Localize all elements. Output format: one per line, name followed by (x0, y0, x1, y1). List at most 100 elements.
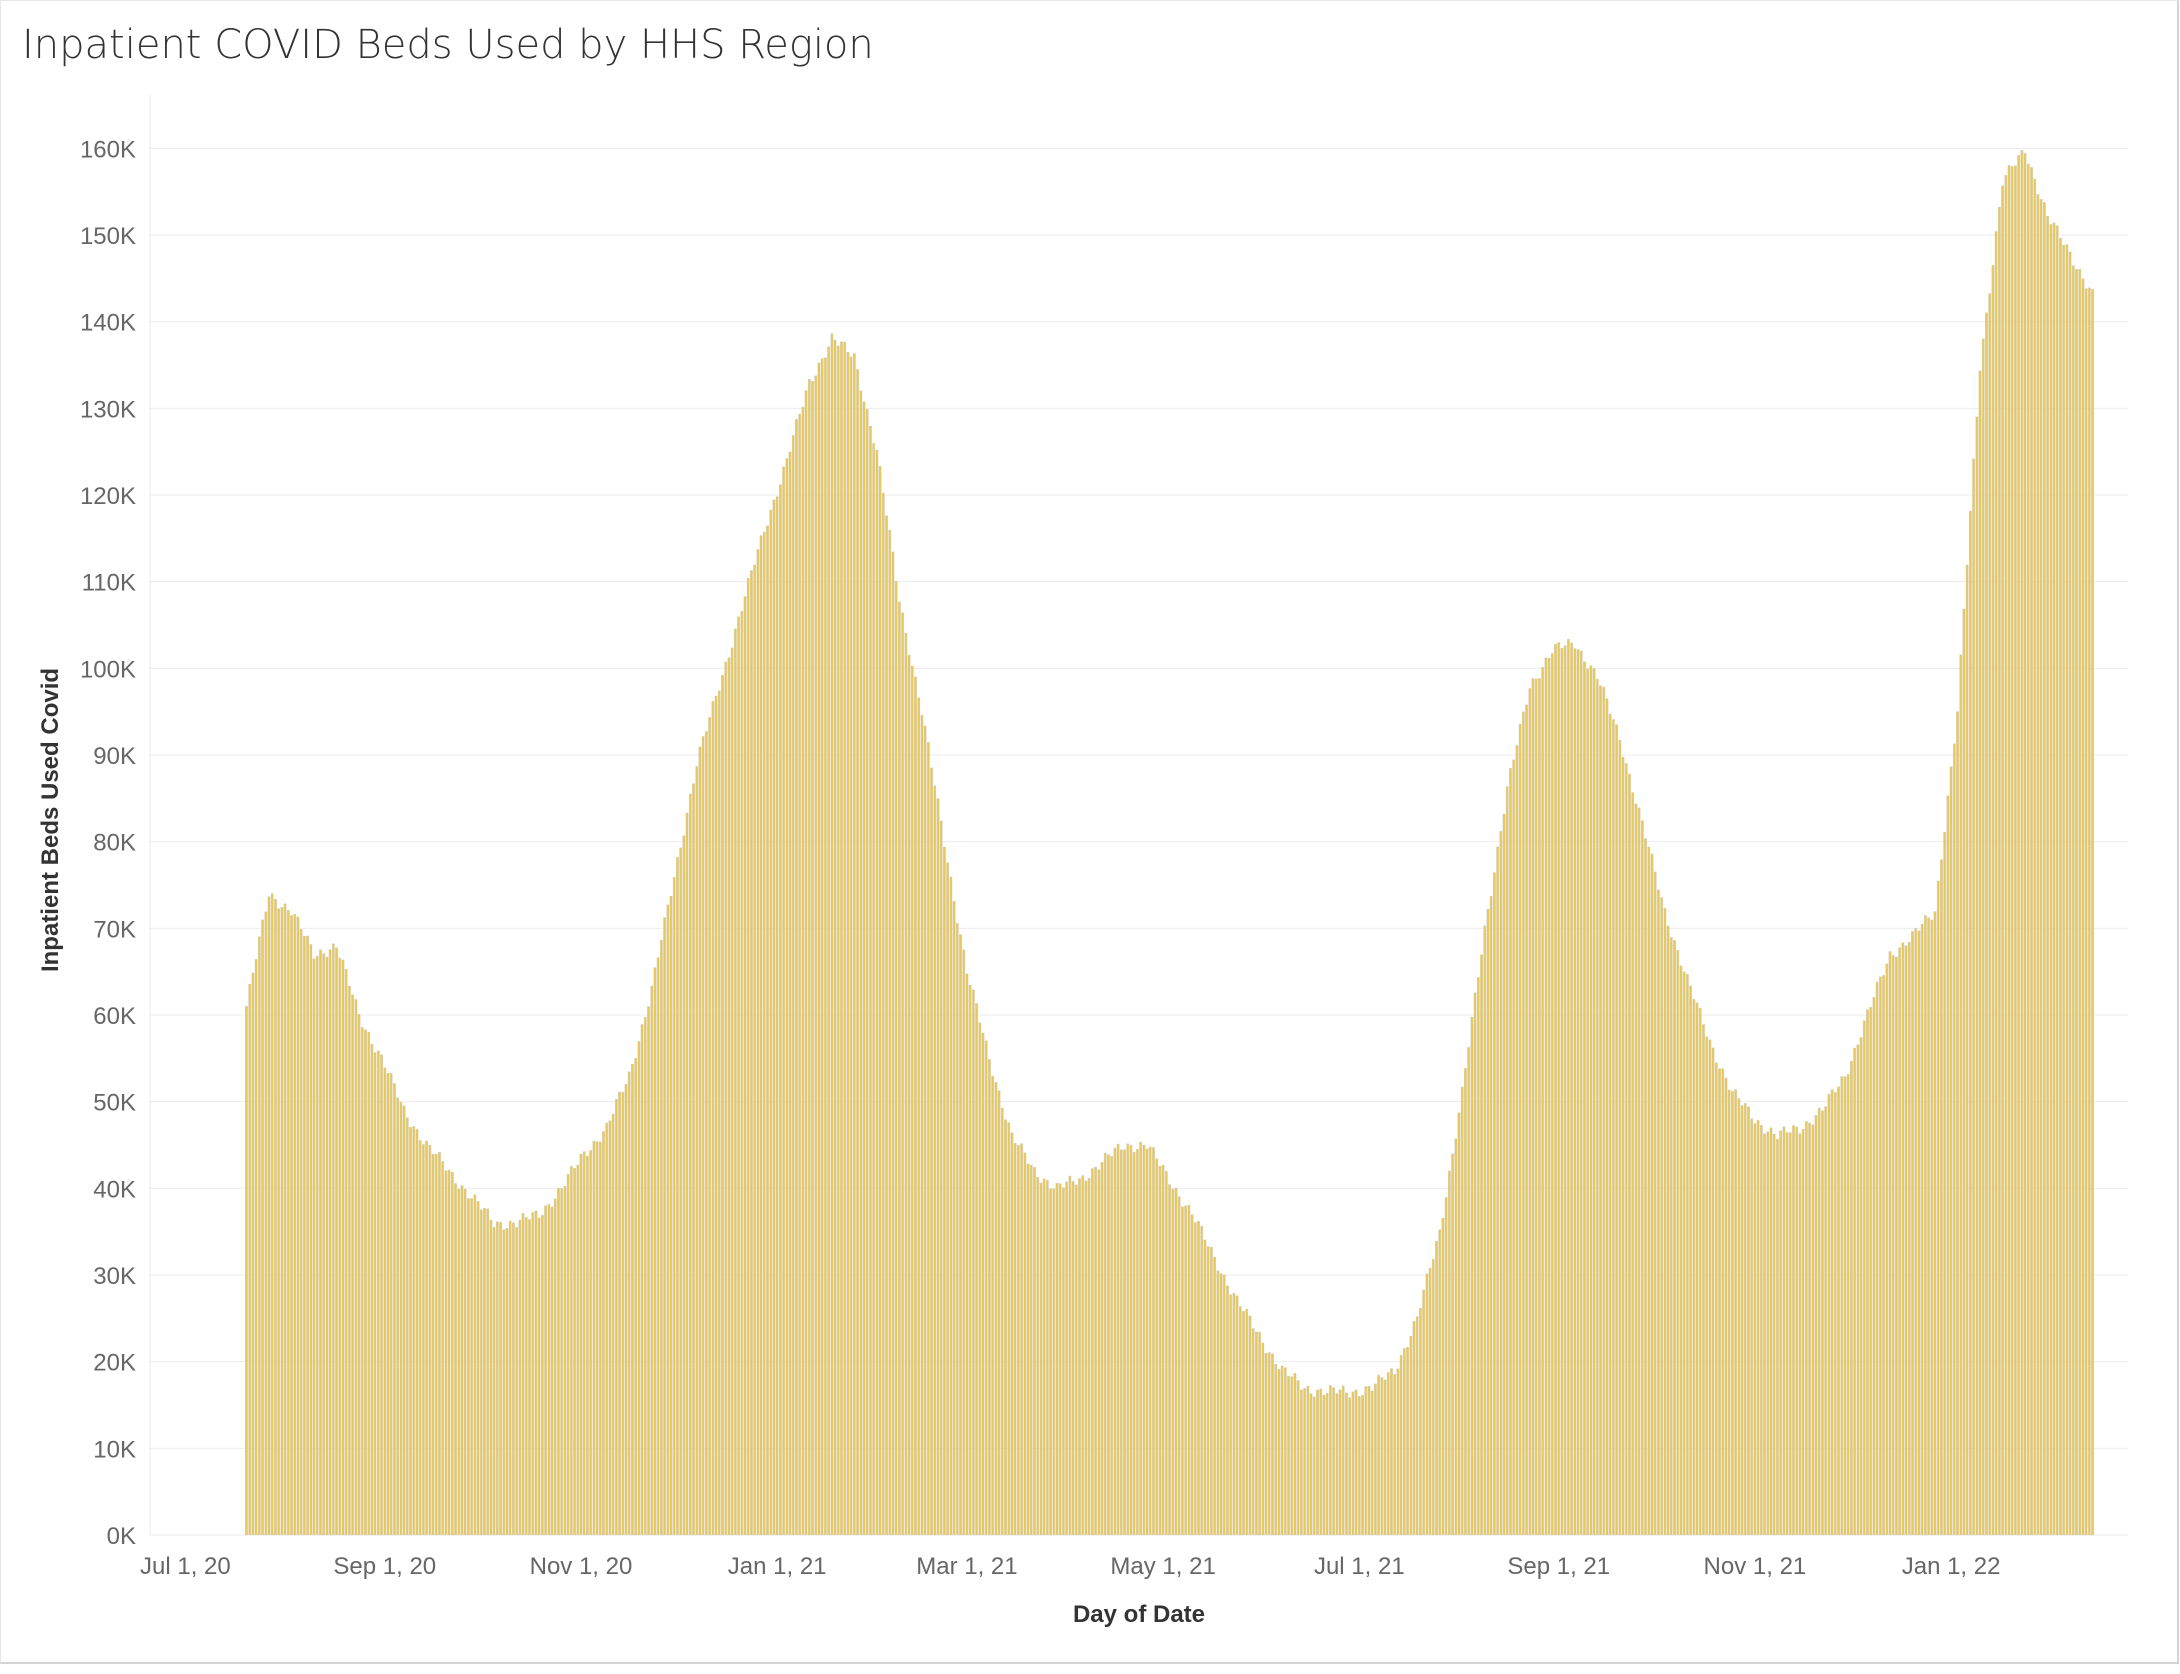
bar (1132, 1152, 1136, 1536)
bar (1563, 645, 1567, 1536)
bar (1245, 1308, 1249, 1536)
x-tick-label: May 1, 21 (1110, 1553, 1215, 1580)
bar (820, 358, 824, 1536)
bar (750, 570, 753, 1536)
bar (1798, 1133, 1802, 1536)
bar (907, 654, 911, 1536)
bar (1026, 1163, 1030, 1536)
bar (1917, 930, 1921, 1536)
bar (1164, 1171, 1168, 1536)
bar (898, 601, 901, 1536)
bar (1644, 838, 1647, 1536)
bar (1206, 1246, 1210, 1536)
bar (1576, 649, 1580, 1536)
x-tick-label: Nov 1, 20 (530, 1553, 633, 1580)
bar (1772, 1133, 1776, 1536)
bar (1850, 1060, 1853, 1536)
bar (2081, 278, 2085, 1536)
bar (1277, 1369, 1281, 1536)
bar (988, 1058, 991, 1536)
bar (705, 731, 708, 1536)
x-axis-title: Day of Date (1073, 1601, 1205, 1628)
bar (653, 967, 657, 1536)
bar (1129, 1145, 1133, 1536)
bar (412, 1126, 416, 1536)
bar (1875, 981, 1879, 1536)
bar (1232, 1293, 1236, 1536)
bar (1007, 1122, 1011, 1536)
bar (1792, 1125, 1795, 1536)
bar (1029, 1164, 1033, 1536)
bar (1374, 1383, 1377, 1536)
bar (769, 509, 773, 1536)
bar (846, 351, 850, 1536)
bar (515, 1227, 519, 1536)
bar (981, 1032, 985, 1536)
bar (640, 1024, 644, 1536)
bar (1936, 880, 1940, 1536)
bar (460, 1185, 464, 1536)
bar (615, 1098, 618, 1536)
bar (1020, 1143, 1023, 1536)
bar (1242, 1311, 1245, 1536)
bar (1631, 792, 1635, 1536)
bar (512, 1222, 515, 1536)
bar (1666, 925, 1670, 1536)
bar (804, 390, 808, 1536)
bar (1390, 1368, 1393, 1536)
bar (1155, 1158, 1159, 1536)
bar (1862, 1020, 1866, 1536)
bar (1197, 1221, 1200, 1536)
bar (666, 904, 670, 1536)
y-tick-label: 110K (82, 570, 136, 597)
bar (1136, 1148, 1139, 1536)
bar (1438, 1229, 1442, 1536)
bar (1213, 1256, 1216, 1536)
bar (1293, 1373, 1297, 1536)
bar (2010, 166, 2014, 1536)
bar (1978, 370, 1982, 1536)
bar (1544, 657, 1548, 1536)
bar (1969, 510, 1972, 1536)
bar (1409, 1335, 1413, 1536)
bar (1525, 704, 1528, 1536)
bar (1602, 686, 1606, 1536)
bar (1367, 1386, 1371, 1536)
bar (1045, 1179, 1049, 1536)
bar (1049, 1188, 1052, 1536)
bar (1872, 996, 1876, 1536)
bar (1444, 1197, 1448, 1536)
bar (753, 564, 757, 1536)
bar (920, 714, 924, 1536)
bar (405, 1117, 409, 1536)
bar (1074, 1184, 1078, 1536)
bar (994, 1082, 998, 1536)
bar (730, 647, 734, 1536)
bar (1750, 1118, 1754, 1536)
y-tick-label: 20K (93, 1350, 136, 1377)
bar (1023, 1152, 1027, 1536)
bar (1361, 1394, 1364, 1536)
bar (1216, 1270, 1220, 1536)
bar (1431, 1258, 1435, 1536)
bar (1521, 711, 1525, 1536)
bar (1859, 1037, 1863, 1536)
bar (415, 1128, 419, 1536)
bar (1985, 312, 1988, 1536)
bar (1528, 688, 1532, 1536)
bar (1081, 1175, 1085, 1536)
bar (1406, 1347, 1409, 1536)
bar (2059, 238, 2062, 1536)
bar (1557, 642, 1561, 1536)
bar (711, 701, 715, 1536)
bar (254, 959, 258, 1536)
bar (1933, 911, 1937, 1536)
bar (1714, 1062, 1718, 1536)
bar (975, 1003, 978, 1536)
bar (1856, 1044, 1860, 1536)
bar (679, 847, 683, 1536)
bar (2088, 287, 2091, 1536)
bar (647, 1006, 650, 1536)
bar (1708, 1039, 1712, 1536)
bar (1653, 871, 1657, 1536)
